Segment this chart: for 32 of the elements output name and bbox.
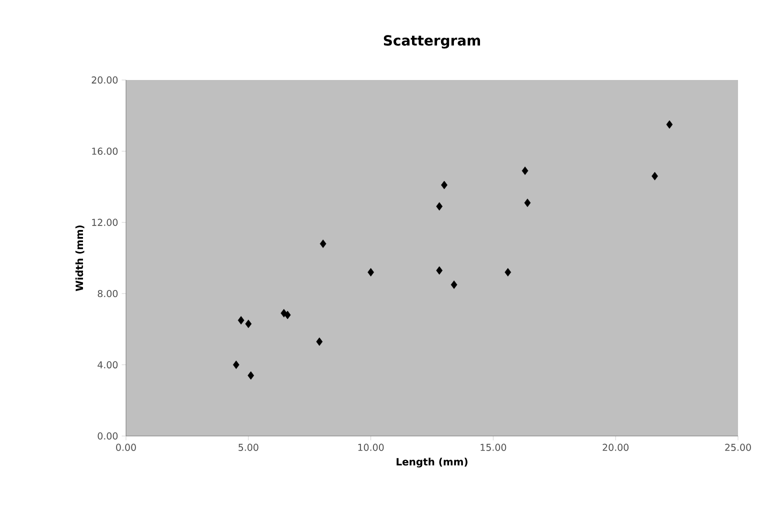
point [504, 268, 512, 276]
y-tick-label: 16.00 [92, 148, 118, 155]
point [441, 180, 448, 190]
chart-title: Scattergram [384, 35, 480, 49]
x-tick-label: 20.00 [602, 444, 629, 451]
y-tick-label: 0.00 [98, 432, 118, 440]
point [652, 172, 658, 180]
point [522, 166, 528, 175]
point [666, 120, 673, 129]
x-axis-title: Length (mm) [396, 458, 468, 468]
x-tick-label: 5.00 [238, 444, 258, 451]
point [248, 371, 254, 380]
x-tick-label: 10.00 [358, 444, 384, 451]
y-axis-title: Width (mm) [75, 225, 84, 292]
point [238, 316, 244, 324]
y-tick-label: 12.00 [92, 218, 118, 226]
point [316, 337, 323, 346]
y-tick-label: 4.00 [98, 361, 118, 368]
x-tick-label: 0.00 [116, 444, 136, 451]
point [436, 202, 443, 211]
y-tick-label: 20.00 [92, 76, 118, 84]
point [368, 268, 374, 276]
point [284, 310, 291, 320]
point [436, 266, 443, 275]
x-tick-label: 25.00 [725, 444, 751, 451]
y-tick-label: 8.00 [98, 290, 118, 298]
point [320, 240, 326, 248]
point [450, 280, 458, 289]
point [524, 198, 531, 208]
x-tick-label: 15.00 [480, 444, 506, 451]
point [232, 360, 240, 369]
point [245, 320, 252, 328]
